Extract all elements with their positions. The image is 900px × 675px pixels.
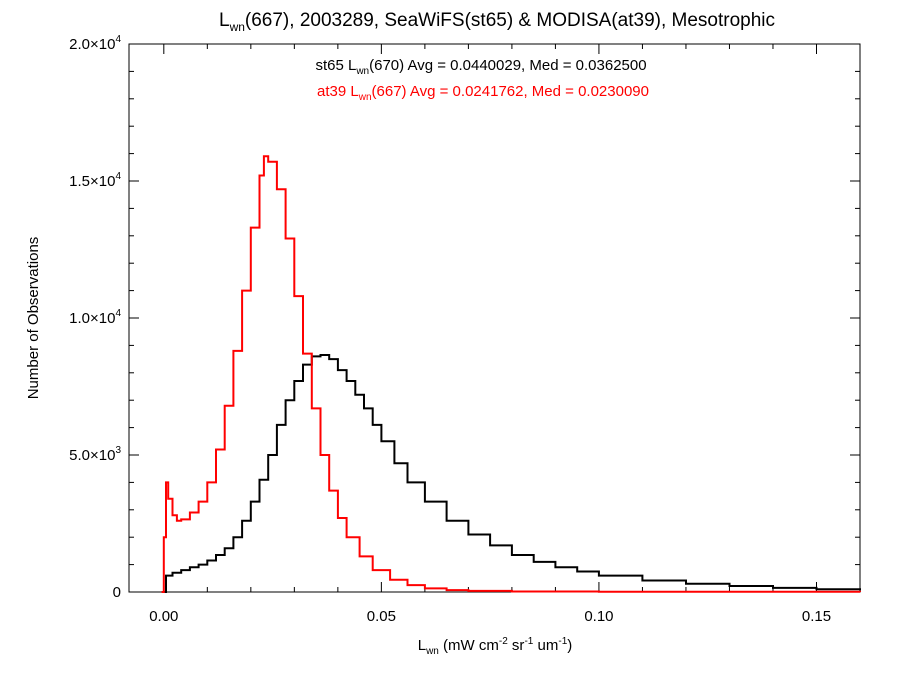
- series-layer: [161, 155, 861, 593]
- legend-entry-st65: st65 Lwn(670) Avg = 0.0440029, Med = 0.0…: [315, 57, 646, 77]
- x-axis: 0.00 0.05 0.10 0.15: [149, 44, 831, 625]
- x-tick-label: 0.15: [802, 608, 831, 625]
- x-tick-label: 0.00: [149, 608, 178, 625]
- series-at39-line: [161, 155, 861, 593]
- y-tick-label: 0: [113, 584, 121, 601]
- y-tick-label: 2.0×104: [69, 34, 121, 53]
- y-tick-label: 1.0×104: [69, 308, 121, 327]
- legend-entry-at39: at39 Lwn(667) Avg = 0.0241762, Med = 0.0…: [317, 83, 649, 103]
- y-axis-label: Number of Observations: [25, 237, 42, 400]
- y-tick-label: 1.5×104: [69, 171, 121, 190]
- y-axis: 0 5.0×103 1.0×104 1.5×104 2.0×104: [69, 34, 860, 601]
- legend: st65 Lwn(670) Avg = 0.0440029, Med = 0.0…: [315, 57, 649, 103]
- chart-title: Lwn(667), 2003289, SeaWiFS(st65) & MODIS…: [219, 10, 775, 34]
- x-axis-label: Lwn (mW cm-2 sr-1 um-1): [418, 636, 573, 657]
- y-tick-label: 5.0×103: [69, 445, 121, 464]
- plot-frame: [128, 43, 861, 593]
- x-tick-label: 0.05: [367, 608, 396, 625]
- series-st65-line: [163, 354, 861, 593]
- x-tick-label: 0.10: [584, 608, 613, 625]
